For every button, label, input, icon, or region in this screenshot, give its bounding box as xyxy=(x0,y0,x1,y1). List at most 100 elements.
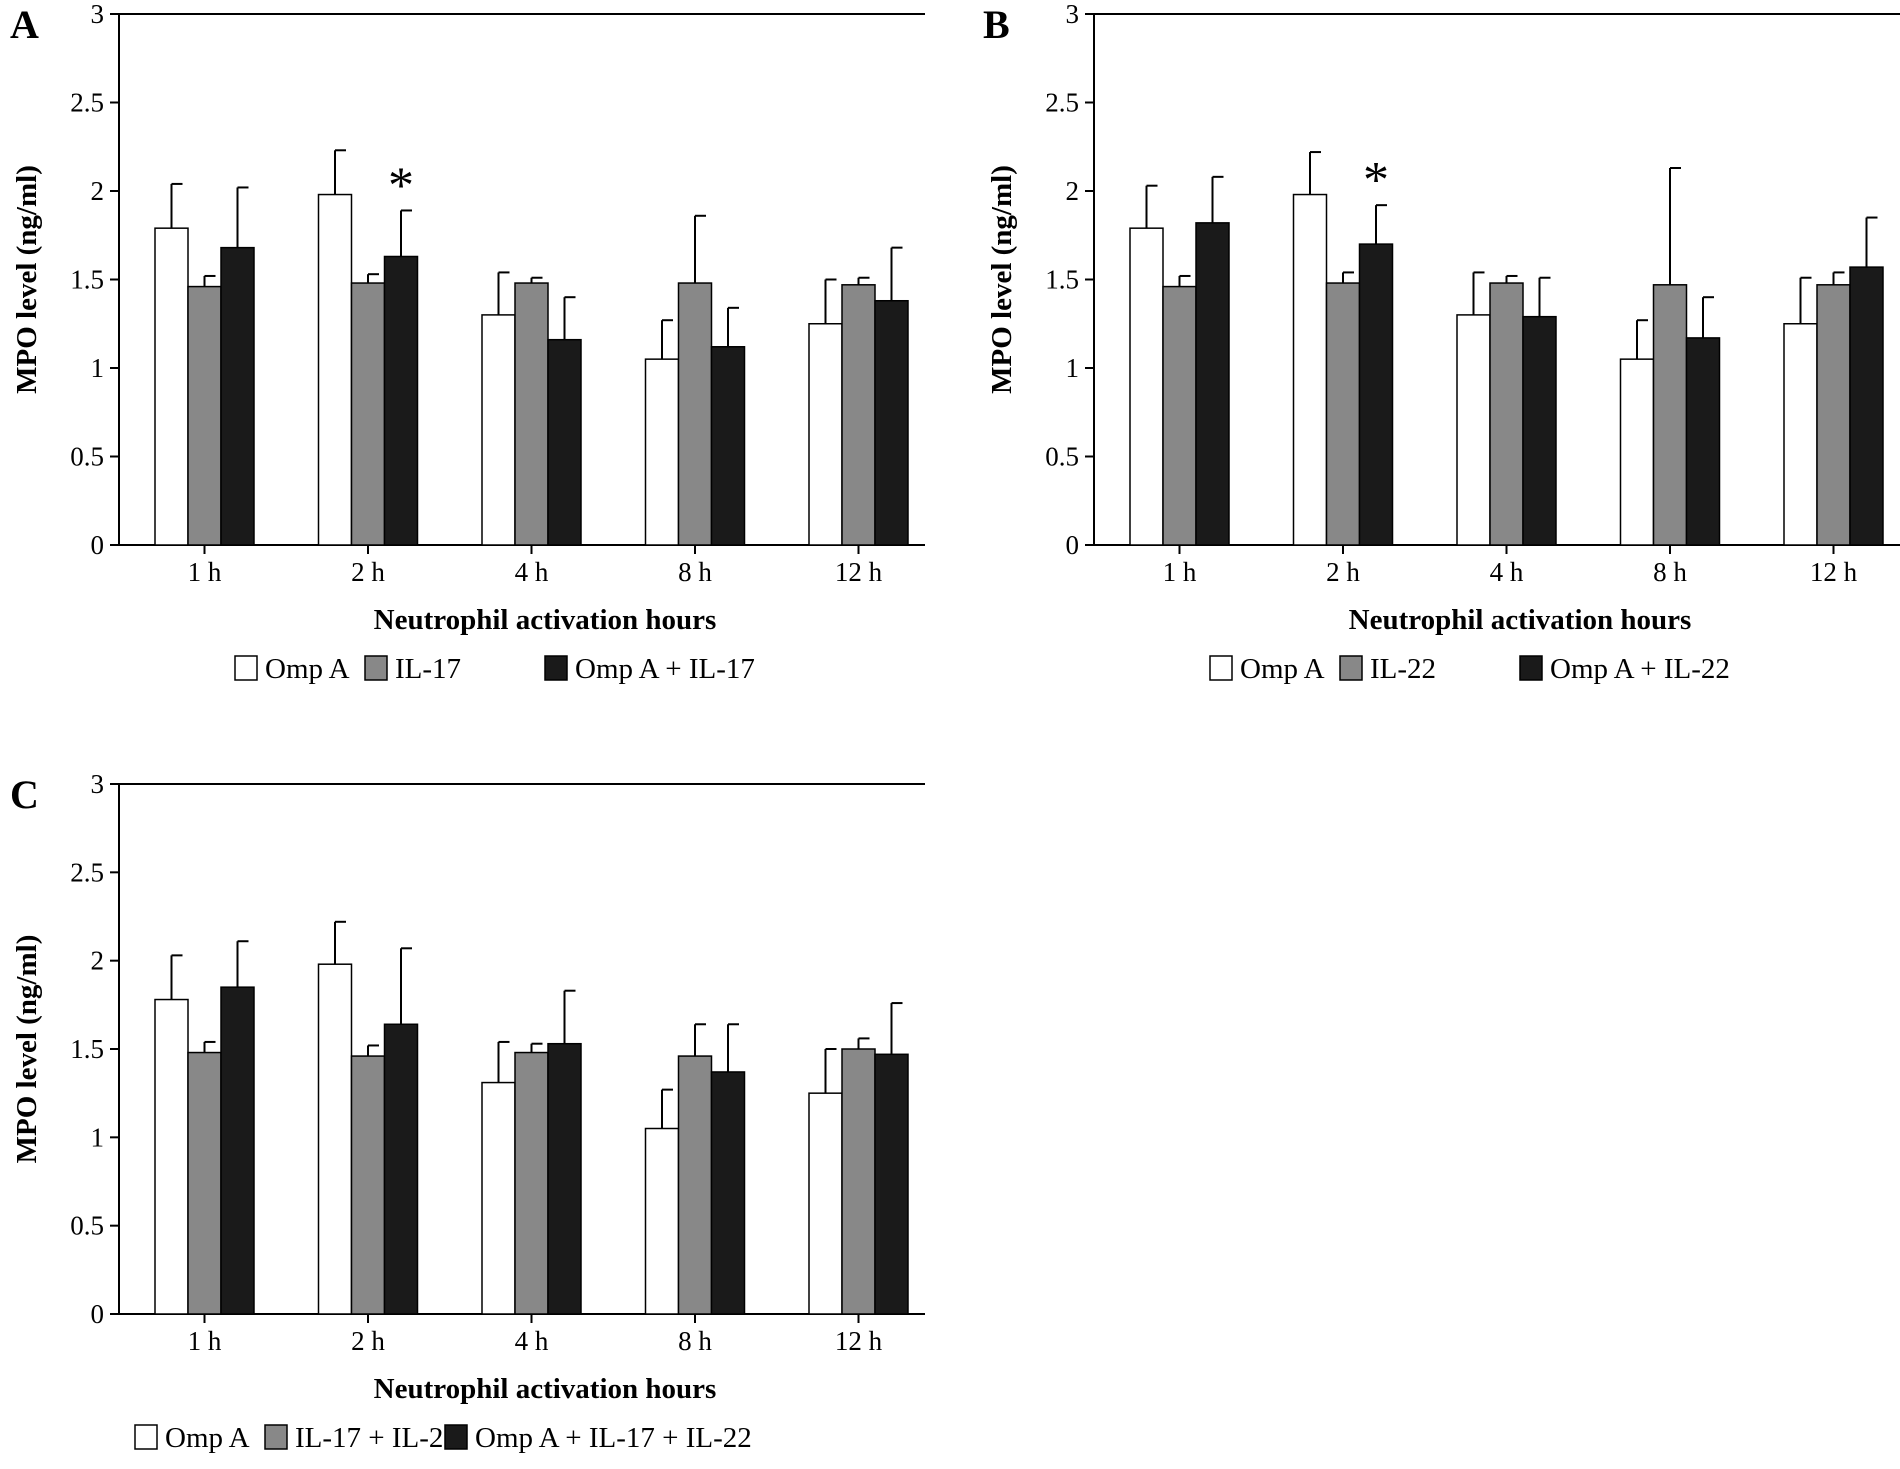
y-tick-label: 1.5 xyxy=(1045,265,1079,295)
bar xyxy=(1195,222,1230,546)
y-tick-label: 2.5 xyxy=(70,857,104,887)
bar xyxy=(710,1071,746,1315)
bar xyxy=(1489,282,1524,546)
bar xyxy=(1292,193,1328,546)
bar xyxy=(1849,266,1884,546)
bar xyxy=(1619,358,1655,546)
y-tick-label: 3 xyxy=(91,769,105,799)
bar xyxy=(841,284,876,546)
y-tick-label: 2 xyxy=(91,176,105,206)
bar xyxy=(317,963,353,1315)
bar xyxy=(644,358,680,546)
bar xyxy=(317,193,353,546)
x-tick-label: 8 h xyxy=(678,1326,712,1356)
y-tick-label: 1 xyxy=(91,1122,105,1152)
y-tick-label: 1 xyxy=(1066,353,1080,383)
bar xyxy=(481,1081,516,1315)
bar xyxy=(808,1092,843,1315)
y-tick-label: 0.5 xyxy=(1045,442,1079,472)
panel-letter: A xyxy=(10,2,39,47)
y-tick-label: 0 xyxy=(91,530,105,560)
bar xyxy=(220,986,255,1315)
x-tick-label: 1 h xyxy=(1163,557,1197,587)
y-tick-label: 2.5 xyxy=(1045,88,1079,118)
y-tick-label: 0.5 xyxy=(70,442,104,472)
bar xyxy=(514,282,549,546)
legend-swatch xyxy=(444,1424,468,1450)
chart-panel-b: B 0 0.5 1 1.5 2 2.5 3 MPO level (ng/ml) 1 h 2 h 4 h… xyxy=(983,0,1900,685)
y-tick-label: 1.5 xyxy=(70,265,104,295)
x-axis-title: Neutrophil activation hours xyxy=(374,604,717,636)
bar xyxy=(644,1127,680,1315)
bar xyxy=(383,255,419,546)
legend-label: IL-22 xyxy=(1370,653,1436,685)
bar xyxy=(1816,284,1851,546)
bar xyxy=(1783,323,1818,546)
bar xyxy=(187,1051,222,1315)
x-tick-label: 4 h xyxy=(515,557,549,587)
legend-swatch xyxy=(134,1424,158,1450)
bar xyxy=(547,338,582,546)
bar xyxy=(841,1048,876,1315)
panel-letter: B xyxy=(983,2,1010,47)
y-tick-label: 2.5 xyxy=(70,88,104,118)
bar xyxy=(154,998,189,1315)
bar xyxy=(874,1053,909,1315)
bar xyxy=(677,282,713,546)
y-tick-label: 0 xyxy=(91,1299,105,1329)
bar xyxy=(547,1042,582,1315)
x-tick-label: 12 h xyxy=(835,1326,883,1356)
legend-swatch xyxy=(264,1424,288,1450)
y-axis-title: MPO level (ng/ml) xyxy=(11,165,43,394)
y-tick-label: 1.5 xyxy=(70,1034,104,1064)
bar xyxy=(350,1055,386,1315)
x-axis-title: Neutrophil activation hours xyxy=(1349,604,1692,636)
bar xyxy=(1456,314,1491,546)
x-tick-label: 8 h xyxy=(1653,557,1687,587)
bar xyxy=(1162,285,1197,546)
y-tick-label: 2 xyxy=(1066,176,1080,206)
x-tick-label: 1 h xyxy=(188,1326,222,1356)
y-axis-title: MPO level (ng/ml) xyxy=(986,165,1018,394)
x-tick-label: 12 h xyxy=(835,557,883,587)
significance-asterisk: * xyxy=(1363,152,1389,209)
bar xyxy=(1358,243,1394,546)
legend-label: IL-17 xyxy=(395,653,461,685)
y-tick-label: 2 xyxy=(91,946,105,976)
legend-swatch xyxy=(1209,655,1233,681)
y-axis-title: MPO level (ng/ml) xyxy=(11,935,43,1164)
bar xyxy=(808,323,843,546)
chart-panel-c: C 0 0.5 1 1.5 2 2.5 3 MPO level (ng/ml) 1 h 2 h 4 h… xyxy=(10,769,925,1454)
legend-label: Omp A xyxy=(1240,653,1325,685)
chart-panel-a: A 0 0.5 1 1.5 2 2.5 3 MPO level (ng/ml) 1 h 2 h 4 h… xyxy=(10,0,925,685)
legend-swatch xyxy=(1339,655,1363,681)
bar xyxy=(1685,337,1721,546)
y-tick-label: 0 xyxy=(1066,530,1080,560)
x-tick-label: 2 h xyxy=(351,1326,385,1356)
bar xyxy=(350,282,386,546)
bar xyxy=(1325,282,1361,546)
bar xyxy=(154,227,189,546)
y-tick-label: 3 xyxy=(91,0,105,29)
legend-swatch xyxy=(1519,655,1543,681)
legend-label: Omp A + IL-17 + IL-22 xyxy=(475,1422,752,1454)
bar xyxy=(514,1051,549,1315)
legend-swatch xyxy=(364,655,388,681)
panel-letter: C xyxy=(10,772,39,817)
bar xyxy=(383,1023,419,1315)
bar xyxy=(710,346,746,546)
legend-label: IL-17 + IL-22 xyxy=(295,1422,458,1454)
legend-label: Omp A xyxy=(265,653,350,685)
x-tick-label: 4 h xyxy=(1490,557,1524,587)
x-axis-title: Neutrophil activation hours xyxy=(374,1373,717,1405)
x-tick-label: 4 h xyxy=(515,1326,549,1356)
bar xyxy=(481,314,516,546)
y-tick-label: 1 xyxy=(91,353,105,383)
legend-label: Omp A xyxy=(165,1422,250,1454)
legend-swatch xyxy=(234,655,258,681)
x-tick-label: 2 h xyxy=(351,557,385,587)
significance-asterisk: * xyxy=(388,157,414,214)
bar xyxy=(220,246,255,546)
legend-label: Omp A + IL-22 xyxy=(1550,653,1730,685)
